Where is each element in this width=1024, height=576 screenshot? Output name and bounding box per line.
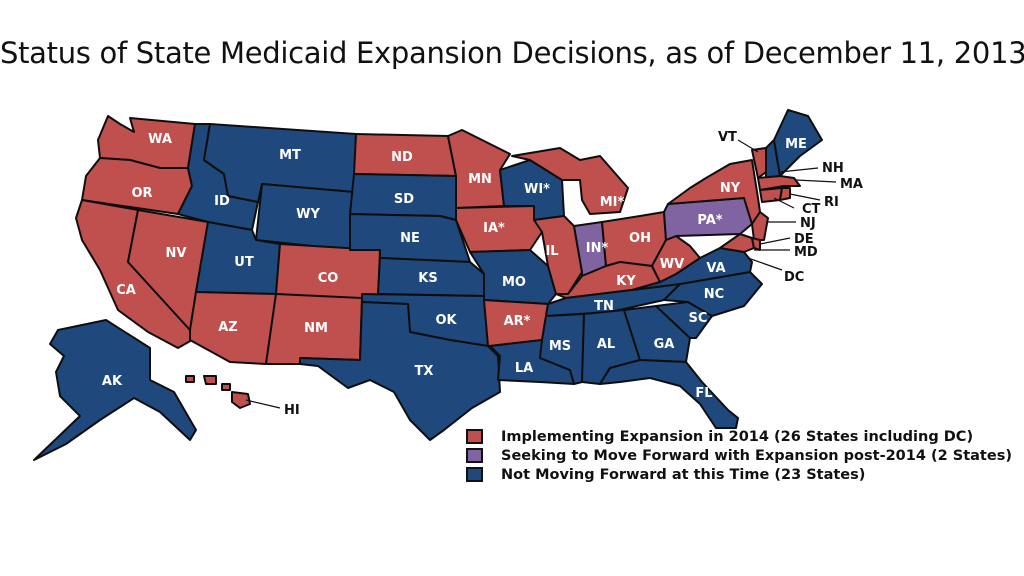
label-nv: NV [166, 246, 187, 261]
label-in: IN* [586, 241, 609, 256]
label-ri: RI [824, 195, 839, 210]
state-tx [299, 301, 501, 441]
legend-item-seeking: Seeking to Move Forward with Expansion p… [466, 446, 1012, 465]
label-dc: DC [784, 270, 804, 285]
legend-label-implementing: Implementing Expansion in 2014 (26 State… [501, 428, 974, 445]
state-hi [231, 391, 251, 409]
legend-label-not-moving: Not Moving Forward at this Time (23 Stat… [501, 466, 866, 483]
label-wa: WA [148, 132, 172, 147]
label-nc: NC [704, 287, 724, 302]
state-ny [667, 159, 761, 225]
state-sc [655, 301, 713, 339]
label-ne: NE [400, 231, 420, 246]
state-ri [779, 187, 791, 201]
label-ak: AK [102, 374, 123, 389]
state-mo [469, 249, 557, 305]
label-ia: IA* [483, 221, 505, 236]
label-de: DE [794, 232, 814, 247]
label-ut: UT [234, 255, 254, 270]
state-nj [751, 211, 769, 241]
label-co: CO [318, 271, 339, 286]
legend-swatch-seeking [466, 448, 483, 463]
label-la: LA [515, 361, 533, 376]
label-sd: SD [394, 192, 414, 207]
label-pa: PA* [697, 213, 722, 228]
label-nh: NH [822, 161, 844, 176]
label-az: AZ [218, 320, 238, 335]
label-ar: AR* [504, 314, 531, 329]
label-hi: HI [284, 403, 300, 418]
label-mo: MO [502, 275, 526, 290]
legend-swatch-not-moving [466, 467, 483, 482]
label-ks: KS [418, 271, 437, 286]
page-title: Status of State Medicaid Expansion Decis… [0, 36, 1024, 70]
state-de [751, 237, 761, 251]
label-wv: WV [660, 257, 684, 272]
label-ok: OK [435, 313, 457, 328]
label-sc: SC [689, 311, 708, 326]
state-mi [511, 147, 629, 215]
state-ak [33, 319, 197, 461]
label-il: IL [545, 244, 558, 259]
label-ga: GA [654, 337, 675, 352]
label-fl: FL [695, 386, 712, 401]
label-nj: NJ [800, 216, 816, 231]
label-mn: MN [468, 172, 492, 187]
label-tn: TN [594, 299, 614, 314]
label-oh: OH [629, 231, 651, 246]
legend-item-not-moving: Not Moving Forward at this Time (23 Stat… [466, 465, 1012, 484]
label-or: OR [131, 186, 152, 201]
label-wy: WY [296, 207, 320, 222]
label-id: ID [214, 194, 230, 209]
label-tx: TX [415, 364, 434, 379]
legend-label-seeking: Seeking to Move Forward with Expansion p… [501, 447, 1012, 464]
label-ny: NY [720, 181, 741, 196]
label-ma: MA [840, 177, 863, 192]
state-ga [623, 305, 691, 363]
label-wi: WI* [524, 182, 550, 197]
legend: Implementing Expansion in 2014 (26 State… [466, 427, 1012, 484]
label-md: MD [794, 245, 818, 260]
label-vt: VT [718, 130, 737, 145]
label-me: ME [785, 137, 807, 152]
state-fl [599, 359, 739, 429]
state-hi-c [221, 383, 231, 391]
label-nd: ND [391, 150, 413, 165]
state-md [719, 233, 755, 253]
label-va: VA [706, 261, 725, 276]
label-ms: MS [549, 339, 571, 354]
leader-lines [245, 139, 837, 409]
label-mt: MT [279, 148, 301, 163]
label-nm: NM [304, 321, 328, 336]
label-mi: MI* [600, 195, 625, 210]
label-al: AL [597, 337, 615, 352]
label-ca: CA [116, 283, 136, 298]
label-ky: KY [616, 274, 636, 289]
legend-swatch-implementing [466, 429, 483, 444]
state-hi-b [203, 375, 217, 385]
state-hi-d [185, 375, 195, 383]
label-ct: CT [802, 202, 821, 217]
legend-item-implementing: Implementing Expansion in 2014 (26 State… [466, 427, 1012, 446]
